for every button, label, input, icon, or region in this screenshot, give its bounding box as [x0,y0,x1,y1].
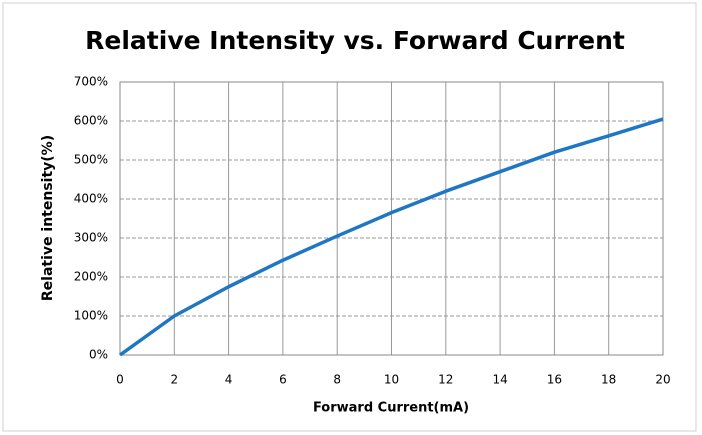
x-tick-label: 18 [601,373,616,387]
x-tick-label: 20 [655,373,670,387]
plot-border [119,81,664,356]
x-tick-label: 10 [384,373,399,387]
y-tick-label: 600% [74,114,108,128]
x-axis-label: Forward Current(mA) [313,401,469,416]
y-tick-label: 400% [74,192,108,206]
x-tick-label: 12 [438,373,453,387]
x-tick-label: 2 [170,373,178,387]
x-tick-label: 14 [492,373,507,387]
y-tick-label: 200% [74,270,108,284]
y-tick-label: 300% [74,231,108,245]
chart-title: Relative Intensity vs. Forward Current [85,26,625,55]
x-tick-label: 4 [225,373,233,387]
frame [2,2,697,432]
x-tick-label: 16 [547,373,562,387]
x-tick-label: 8 [333,373,341,387]
y-tick-label: 700% [74,75,108,89]
y-tick-label: 500% [74,153,108,167]
y-axis-label: Relative intensity(%) [40,135,56,301]
data-line [118,117,664,357]
x-tick-label: 6 [279,373,287,387]
x-tick-label: 0 [116,373,124,387]
y-tick-label: 0% [89,348,108,362]
y-tick-label: 100% [74,309,108,323]
